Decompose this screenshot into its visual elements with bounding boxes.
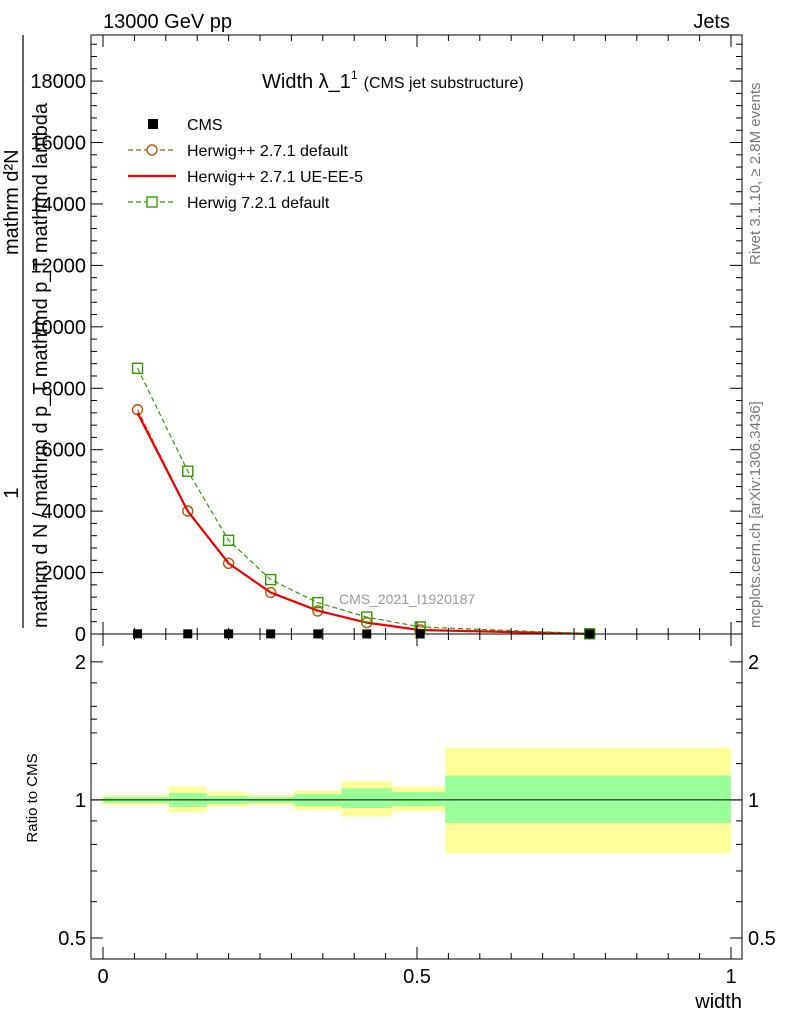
- main-ytick-label: 6000: [42, 440, 87, 462]
- series-point-herwig721: [361, 611, 373, 623]
- legend-label: CMS: [187, 117, 223, 134]
- main-ylabel-mid: mathrm d N / mathrm d p_T mathrmd p_T ma…: [30, 102, 52, 628]
- legend-label: Herwig 7.2.1 default: [187, 195, 330, 212]
- series-point-herwig721: [131, 362, 144, 374]
- legend-label: Herwig++ 2.7.1 UE-EE-5: [187, 169, 363, 186]
- main-ylabel-numerator: 1: [1, 487, 23, 498]
- ratio-plot-panel: 0.5 0.51 12 2 0 0.5 1 Ratio to CMS width: [24, 35, 776, 1013]
- mcplots-credit-label: mcplots.cern.ch [arXiv:1306.3436]: [747, 401, 764, 628]
- main-title: Width λ_11 (CMS jet substructure): [262, 68, 524, 93]
- legend-label: Herwig++ 2.7.1 default: [187, 143, 349, 160]
- main-ytick-label: 0: [75, 624, 86, 646]
- main-title-text: Width λ_1: [262, 71, 351, 93]
- series-point-herwig721: [182, 465, 194, 477]
- main-title-subtitle: (CMS jet substructure): [364, 75, 524, 92]
- ratio-band-inner: [341, 788, 392, 809]
- ratio-xtick-label: 1: [725, 966, 736, 988]
- main-y-axis: 0 2000 4000 6000 8000 10000 12000 14000 16000 180…: [30, 43, 742, 646]
- main-ytick-label: 10000: [30, 317, 86, 339]
- main-ytick-label: 8000: [42, 378, 87, 400]
- legend-marker-circle: [146, 144, 158, 156]
- series-point-herwig721: [264, 573, 277, 586]
- main-ytick-label: 4000: [42, 501, 87, 523]
- ratio-xtick-label: 0: [97, 966, 108, 988]
- legend-marker-square: [146, 196, 158, 208]
- series-line-2: [136, 412, 590, 635]
- main-ytick-label: 2000: [42, 563, 87, 585]
- ratio-ytick-label-right: 0.5: [748, 928, 776, 950]
- ratio-band-inner: [445, 775, 731, 824]
- ratio-band-inner: [391, 792, 446, 806]
- main-ytick-label: 18000: [30, 71, 86, 93]
- main-ytick-label: 14000: [30, 194, 86, 216]
- ratio-ytick-label: 2: [75, 652, 86, 674]
- main-watermark: CMS_2021_I1920187: [339, 591, 475, 607]
- ratio-ytick-label: 0.5: [58, 928, 86, 950]
- ratio-bands-group: [103, 747, 731, 854]
- ratio-xtick-label: 0.5: [403, 966, 431, 988]
- ratio-ytick-label-right: 2: [748, 652, 759, 674]
- series-point-herwig271-default: [222, 557, 235, 570]
- ratio-ytick-label-right: 1: [748, 790, 759, 812]
- series-point-herwig721: [312, 596, 324, 609]
- ratio-ylabel: Ratio to CMS: [24, 753, 41, 842]
- header-energy-label: 13000 GeV pp: [103, 11, 232, 33]
- series-point-herwig271-default: [264, 586, 277, 599]
- main-ytick-label: 16000: [30, 133, 86, 155]
- main-ylabel-top: mathrm d²N: [1, 149, 23, 255]
- series-point-herwig271-default: [182, 505, 194, 517]
- main-title-superscript: 1: [351, 68, 358, 82]
- legend-marker-cms: [148, 119, 158, 129]
- main-ytick-label: 12000: [30, 255, 86, 277]
- series-point-herwig721: [222, 534, 235, 547]
- header-jets-label: Jets: [693, 11, 730, 33]
- legend: CMS Herwig++ 2.7.1 default Herwig++ 2.7.1 …: [128, 117, 363, 212]
- ratio-xlabel: width: [694, 991, 742, 1013]
- main-plot-panel: 0 2000 4000 6000 8000 10000 12000 14000 16000 180…: [1, 34, 743, 646]
- ratio-y-axis: 0.5 0.5 1 1 2 2: [58, 652, 776, 950]
- ratio-x-axis: 0 0.5 1: [97, 35, 737, 988]
- series-line-3: [137, 368, 590, 635]
- rivet-version-label: Rivet 3.1.10, ≥ 2.8M events: [747, 83, 764, 266]
- ratio-ytick-label: 1: [75, 790, 86, 812]
